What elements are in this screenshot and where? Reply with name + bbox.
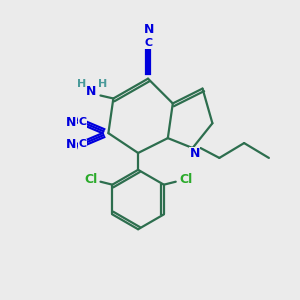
Text: Cl: Cl	[179, 173, 192, 186]
Text: Cl: Cl	[84, 173, 97, 186]
Text: N: N	[86, 85, 97, 98]
Text: C: C	[145, 38, 153, 48]
Text: N: N	[144, 22, 154, 36]
Text: C: C	[79, 117, 87, 127]
Text: N: N	[66, 116, 76, 129]
Text: H: H	[77, 79, 86, 88]
Text: N: N	[66, 138, 76, 151]
Text: C: C	[79, 139, 87, 149]
Text: H: H	[98, 79, 107, 88]
Text: N: N	[189, 148, 200, 160]
